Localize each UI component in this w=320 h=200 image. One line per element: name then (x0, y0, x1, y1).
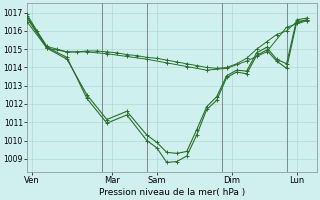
X-axis label: Pression niveau de la mer( hPa ): Pression niveau de la mer( hPa ) (99, 188, 245, 197)
